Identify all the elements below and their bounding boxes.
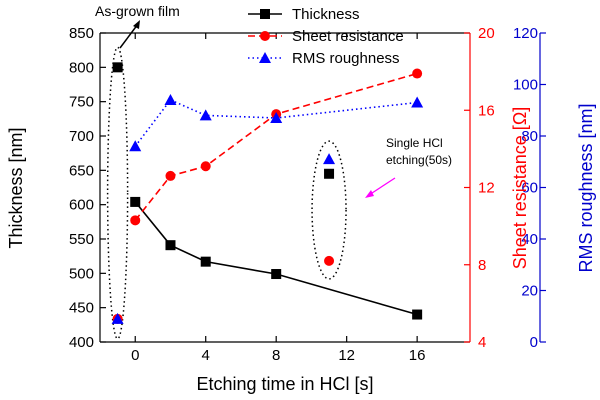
annotation-single-hcl: Single HCl etching(50s) [365, 136, 452, 198]
annotation-as-grown-arrowhead [133, 20, 140, 29]
annotation-as-grown-text: As-grown film [95, 3, 180, 19]
left-axis-title: Thickness [nm] [6, 127, 26, 248]
series-point-1 [165, 170, 176, 181]
x-tick-label: 12 [338, 347, 355, 364]
series-line-1 [134, 72, 418, 221]
extra-thickness-point-1 [324, 168, 335, 179]
left-tick-label: 650 [69, 162, 94, 179]
right1-tick-label: 12 [478, 180, 495, 197]
extra-rms-point-0 [111, 312, 124, 324]
extra-thickness-point-0 [112, 62, 123, 73]
right1-tick-label: 16 [478, 102, 495, 119]
left-tick-label: 600 [69, 197, 94, 214]
right2-tick-label: 80 [521, 128, 538, 145]
series-point-0 [165, 240, 176, 251]
series-point-2 [199, 109, 212, 121]
group-ellipses [106, 46, 347, 340]
series-layer [111, 62, 424, 324]
right-axis-1-title: Sheet resistance [Ω] [510, 107, 530, 270]
x-axis-title: Etching time in HCl [s] [196, 374, 373, 394]
single-hcl-ellipse [311, 140, 347, 280]
legend: Thickness Sheet resistance RMS roughness [248, 6, 404, 67]
annotation-single-hcl-line1: Single HCl [386, 136, 443, 150]
series-point-1 [130, 215, 141, 226]
series-point-2 [270, 111, 283, 123]
annotation-as-grown-arrow [119, 23, 139, 49]
annotation-single-hcl-arrow [368, 177, 396, 196]
left-tick-label: 850 [69, 25, 94, 42]
plot-frame [99, 32, 541, 343]
right2-tick-label: 20 [521, 283, 538, 300]
left-tick-label: 400 [69, 334, 94, 351]
series-point-2 [129, 140, 142, 152]
right1-tick-label: 8 [478, 257, 486, 274]
x-tick-label: 8 [272, 347, 280, 364]
extra-rms-point-1 [323, 153, 336, 165]
legend-marker-1 [260, 31, 270, 41]
series-line-2 [134, 98, 418, 147]
right1-tick-label: 20 [478, 25, 495, 42]
x-tick-label: 16 [409, 347, 426, 364]
x-tick-label: 0 [131, 347, 139, 364]
right1-tick-label: 4 [478, 334, 486, 351]
series-point-1 [412, 68, 423, 79]
left-tick-label: 750 [69, 94, 94, 111]
right2-tick-label: 0 [530, 334, 538, 351]
legend-marker-2 [259, 52, 271, 63]
series-point-1 [200, 161, 211, 172]
series-point-0 [130, 196, 141, 207]
series-point-0 [271, 269, 282, 280]
right2-tick-label: 60 [521, 180, 538, 197]
annotation-single-hcl-line2: etching(50s) [386, 153, 452, 167]
series-line-0 [134, 201, 418, 316]
axis-ticks: 0 4 8 12 16400450500550600650700750800850481… [69, 25, 546, 364]
annotation-as-grown: As-grown film [95, 3, 180, 49]
left-tick-label: 550 [69, 231, 94, 248]
series-point-2 [164, 93, 177, 105]
legend-label-2: RMS roughness [292, 50, 400, 67]
legend-label-1: Sheet resistance [292, 28, 404, 45]
legend-label-0: Thickness [292, 6, 360, 23]
series-point-2 [411, 96, 424, 108]
series-point-0 [412, 309, 423, 320]
extra-sheet-resistance-point-1 [324, 255, 335, 266]
left-tick-label: 450 [69, 300, 94, 317]
legend-marker-0 [260, 9, 270, 19]
left-tick-label: 700 [69, 128, 94, 145]
x-tick-label: 4 [202, 347, 210, 364]
right2-tick-label: 120 [513, 25, 538, 42]
right-axis-2-title: RMS roughness [nm] [576, 103, 596, 272]
right2-tick-label: 40 [521, 231, 538, 248]
right2-tick-label: 100 [513, 77, 538, 94]
left-tick-label: 500 [69, 265, 94, 282]
as-grown-ellipse [106, 46, 129, 340]
series-point-0 [200, 256, 211, 267]
annotation-single-hcl-arrowhead [365, 190, 374, 198]
left-tick-label: 800 [69, 59, 94, 76]
